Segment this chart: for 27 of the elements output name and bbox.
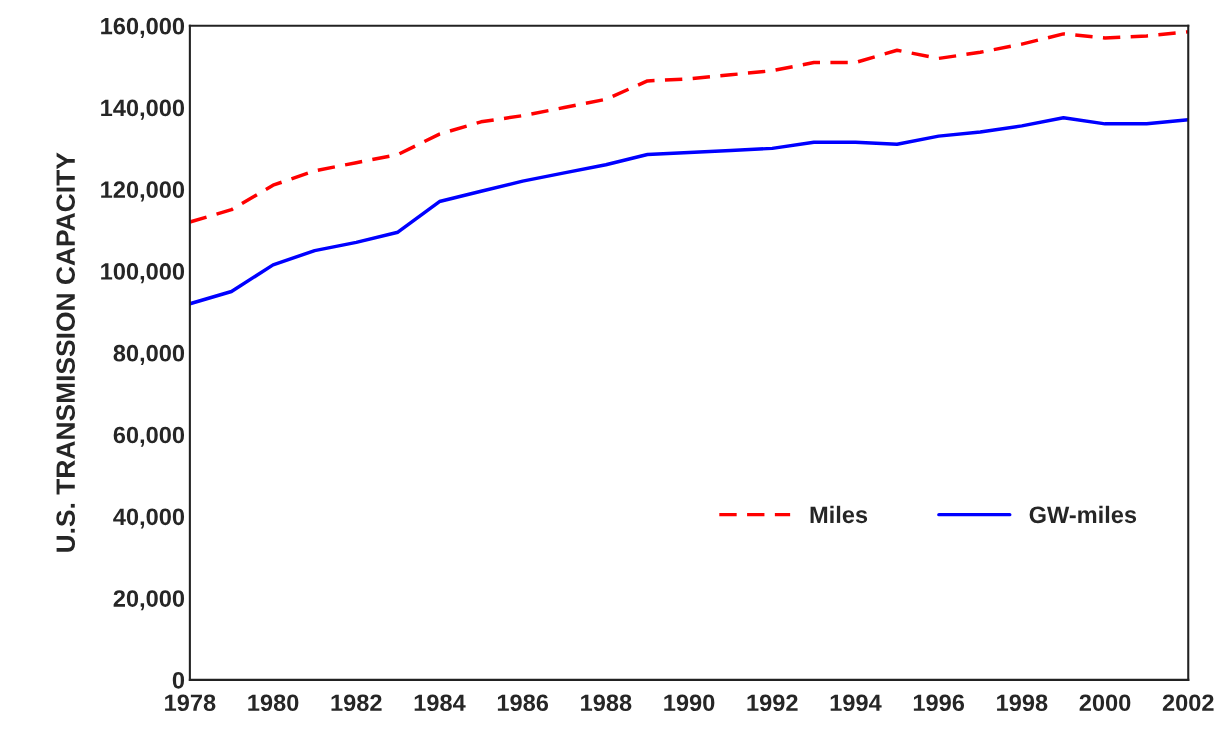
y-tick-label: 140,000 [101,99,185,120]
y-tick-label: 60,000 [113,426,185,447]
x-tick-label: 1998 [997,694,1048,712]
y-tick-label: 0 [172,671,185,689]
legend-label: GW-miles [1029,505,1137,524]
x-tick-label: 1984 [414,694,466,712]
x-tick-label: 1990 [664,694,715,712]
y-tick-label: 120,000 [101,181,185,202]
x-tick-label: 2000 [1079,694,1131,712]
line-series [189,115,1189,306]
y-axis-title: U.S. TRANSMISSION CAPACITY [56,152,76,552]
x-tick-label: 1982 [331,694,382,712]
x-tick-label: 2002 [1162,694,1214,712]
y-tick-label: 80,000 [113,344,185,366]
x-tick-label: 1980 [248,694,299,712]
y-tick-label: 160,000 [101,17,185,38]
x-tick-label: 1986 [497,694,549,712]
x-tick-label: 1994 [830,694,882,712]
y-tick-label: 40,000 [113,508,185,529]
x-tick-label: 1978 [165,694,216,712]
x-tick-label: 1996 [913,694,965,712]
y-tick-label: 20,000 [113,590,185,611]
line-series [189,30,1189,224]
legend-label: Miles [810,505,868,524]
x-tick-label: 1992 [747,694,798,712]
x-tick-label: 1988 [581,694,632,712]
y-tick-label: 100,000 [101,263,185,284]
